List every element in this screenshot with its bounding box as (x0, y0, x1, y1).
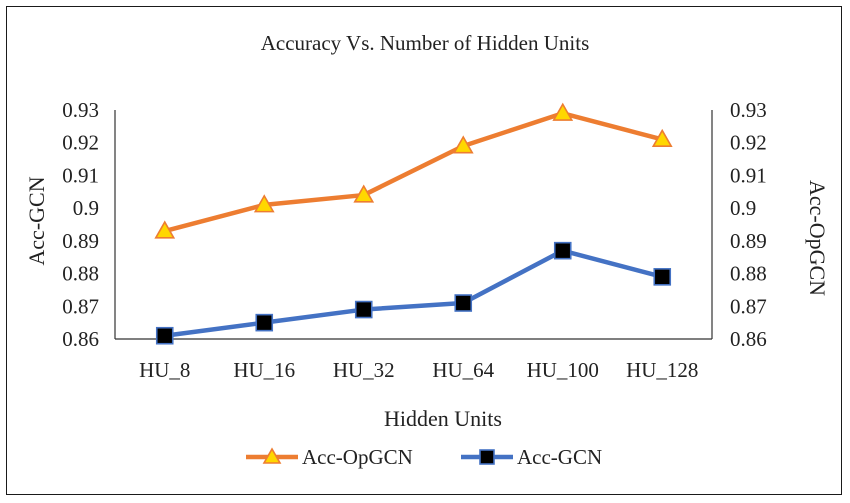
legend-label: Acc-GCN (517, 445, 602, 469)
data-point-marker (353, 184, 375, 203)
legend-item: Acc-GCN (461, 445, 602, 469)
y-tick-label-left: 0.92 (62, 131, 99, 155)
right-y-tick-labels: 0.86 0.87 0.88 0.89 0.9 0.91 0.92 0.93 (730, 98, 767, 351)
y-tick-label-right: 0.93 (730, 98, 767, 122)
y-axis-right-title: Acc-OpGCN (805, 180, 830, 296)
x-tick-label: HU_100 (527, 358, 599, 382)
series-lines (164, 111, 663, 338)
series-line (164, 111, 663, 234)
legend-label: Acc-OpGCN (302, 445, 413, 469)
legend-marker (262, 447, 282, 464)
x-tick-label: HU_128 (626, 358, 698, 382)
y-tick-label-right: 0.86 (730, 327, 767, 351)
data-point-marker (154, 220, 176, 239)
data-point-marker (552, 102, 574, 121)
y-tick-label-left: 0.87 (62, 294, 99, 318)
x-tick-label: HU_16 (233, 358, 295, 382)
y-tick-label-left: 0.89 (62, 229, 99, 253)
data-point-marker (255, 313, 274, 332)
y-tick-label-right: 0.92 (730, 131, 767, 155)
data-point-marker (354, 300, 373, 319)
x-tick-label: HU_8 (139, 358, 190, 382)
y-tick-label-right: 0.87 (730, 294, 767, 318)
data-point-marker (253, 194, 275, 213)
data-point-marker (651, 128, 673, 147)
x-tick-labels: HU_8 HU_16 HU_32 HU_64 HU_100 HU_128 (139, 358, 698, 382)
data-point-marker (553, 241, 572, 260)
legend-marker (479, 449, 495, 465)
chart-title: Accuracy Vs. Number of Hidden Units (261, 31, 590, 55)
y-tick-label-left: 0.88 (62, 262, 99, 286)
data-point-marker (452, 135, 474, 154)
y-tick-label-right: 0.88 (730, 262, 767, 286)
chart-frame (6, 6, 842, 495)
y-tick-label-right: 0.9 (730, 196, 756, 220)
y-tick-label-left: 0.93 (62, 98, 99, 122)
data-point-marker (155, 326, 174, 345)
y-tick-label-left: 0.91 (62, 163, 99, 187)
series-markers (154, 102, 673, 345)
legend-item: Acc-OpGCN (246, 445, 413, 469)
data-point-marker (653, 268, 672, 286)
series-line (164, 248, 663, 338)
y-tick-label-left: 0.86 (62, 327, 99, 351)
y-tick-label-right: 0.91 (730, 163, 767, 187)
x-axis-title: Hidden Units (384, 406, 502, 431)
x-tick-label: HU_64 (432, 358, 494, 382)
y-tick-label-left: 0.9 (73, 196, 99, 220)
y-tick-label-right: 0.89 (730, 229, 767, 253)
left-y-tick-labels: 0.86 0.87 0.88 0.89 0.9 0.91 0.92 0.93 (62, 98, 99, 351)
x-tick-label: HU_32 (333, 358, 395, 382)
legend: Acc-OpGCN Acc-GCN (246, 445, 602, 469)
data-point-marker (454, 294, 473, 312)
y-axis-left-title: Acc-GCN (24, 176, 49, 265)
